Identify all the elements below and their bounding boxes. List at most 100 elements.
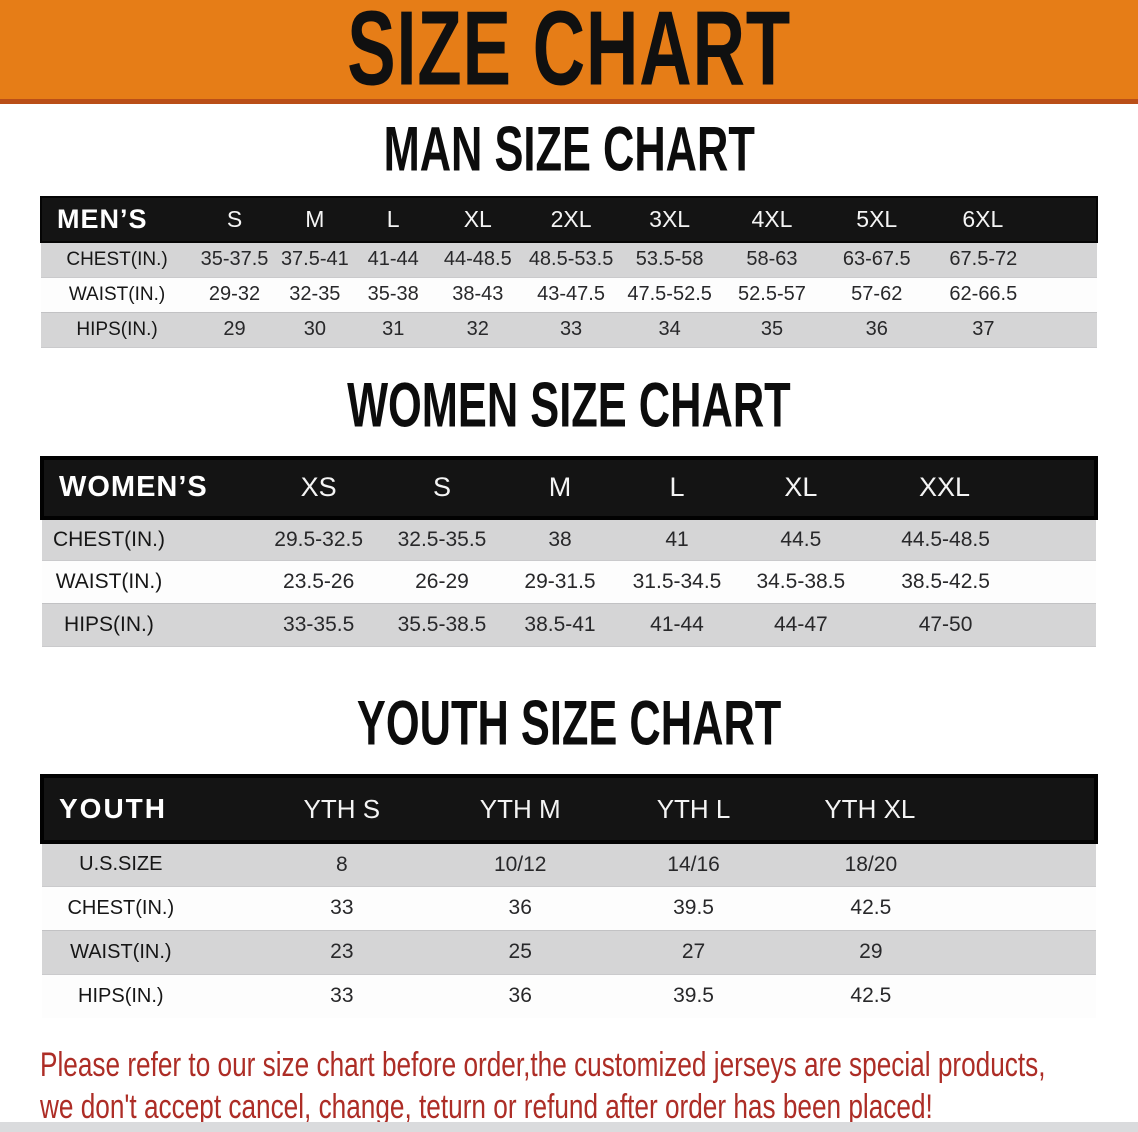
- women-value-cell: 44.5-48.5: [901, 527, 990, 551]
- women-column-header-l: L: [669, 472, 685, 502]
- men-row-label: WAIST(IN.): [68, 283, 166, 305]
- youth-row-label: CHEST(IN.): [67, 896, 175, 919]
- men-size-chart-title: MAN SIZE CHART: [0, 114, 1138, 185]
- youth-value-cell: 36: [508, 896, 532, 919]
- women-table-row-waist-in.-: WAIST(IN.) 23.5-26 26-29 29-31.5 31.5-34.5 34…: [42, 560, 1096, 604]
- women-value-cell: 29.5-32.5: [274, 527, 364, 551]
- men-value-cell: 35-37.5: [200, 248, 269, 271]
- men-value-cell: 41-44: [367, 248, 419, 271]
- men-value-cell: 62-66.5: [949, 283, 1018, 305]
- women-table-row-chest-in.-: CHEST(IN.) 29.5-32.5 32.5-35.5 38 41 44.5 44.5…: [42, 517, 1096, 561]
- men-header-label: MEN’S: [57, 204, 148, 234]
- youth-row-label: WAIST(IN.): [70, 940, 172, 963]
- women-value-cell: 41: [665, 527, 689, 551]
- men-column-header-3xl: 3XL: [649, 206, 691, 232]
- men-size-table: MEN’S S M L XL 2XL 3XL 4XL 5XL 6XL CHEST(IN.) 35-37…: [40, 196, 1098, 348]
- banner: SIZE CHART: [0, 0, 1138, 104]
- men-value-cell: 29-32: [208, 283, 261, 305]
- section-men: MAN SIZE CHART MEN’S S M L XL 2XL 3XL 4XL 5XL 6XL C…: [0, 114, 1138, 348]
- men-table-row-chest-in.-: CHEST(IN.) 35-37.5 37.5-41 41-44 44-48.5 48.5…: [41, 242, 1097, 277]
- men-value-cell: 35-38: [367, 283, 419, 305]
- youth-value-cell: 27: [681, 940, 706, 963]
- men-column-header-xl: XL: [463, 206, 492, 232]
- youth-value-cell: 18/20: [844, 852, 898, 876]
- men-value-cell: 33: [559, 318, 583, 340]
- men-value-cell: 32: [466, 318, 489, 340]
- women-value-cell: 41-44: [650, 613, 704, 636]
- men-column-header-l: L: [386, 206, 400, 232]
- youth-column-header-yth-l: YTH L: [656, 793, 731, 824]
- youth-row-label: U.S.SIZE: [79, 853, 163, 876]
- women-value-cell: 23.5-26: [283, 570, 355, 593]
- men-value-cell: 63-67.5: [842, 248, 911, 271]
- section-women: WOMEN SIZE CHART WOMEN’S XS S M L XL XXL CHEST(I…: [0, 369, 1138, 648]
- women-header-row: WOMEN’S XS S M L XL XXL: [42, 457, 1096, 518]
- men-value-cell: 32-35: [289, 283, 341, 305]
- men-value-cell: 29: [223, 318, 246, 340]
- men-value-cell: 36: [865, 318, 888, 340]
- youth-value-cell: 25: [508, 940, 532, 963]
- youth-table-row-u.s.size: U.S.SIZE 8 10/12 14/16 18/20: [42, 842, 1096, 886]
- youth-size-chart-title: YOUTH SIZE CHART: [0, 692, 1138, 755]
- women-size-chart-title-text: WOMEN SIZE CHART: [347, 369, 791, 441]
- sections: MAN SIZE CHART MEN’S S M L XL 2XL 3XL 4XL 5XL 6XL C…: [0, 114, 1138, 1018]
- men-value-cell: 38-43: [452, 283, 504, 305]
- women-column-header-s: S: [432, 472, 451, 502]
- youth-value-cell: 39.5: [673, 984, 714, 1008]
- youth-value-cell: 23: [330, 940, 354, 963]
- women-value-cell: 26-29: [415, 570, 469, 593]
- women-value-cell: 34.5-38.5: [756, 570, 846, 593]
- youth-value-cell: 36: [508, 984, 532, 1008]
- women-value-cell: 38: [548, 527, 572, 551]
- men-row-label: HIPS(IN.): [76, 318, 158, 340]
- men-value-cell: 35: [760, 318, 784, 340]
- women-value-cell: 47-50: [918, 613, 973, 636]
- disclaimer-line-1: Please refer to our size chart before or…: [40, 1046, 1046, 1084]
- women-header-label: WOMEN’S: [59, 471, 208, 503]
- men-column-header-4xl: 4XL: [751, 206, 793, 232]
- men-size-chart-title-text: MAN SIZE CHART: [383, 114, 755, 185]
- youth-header-row: YOUTH YTH S YTH M YTH L YTH XL: [42, 776, 1096, 842]
- youth-column-header-yth-s: YTH S: [303, 793, 381, 824]
- men-value-cell: 37: [972, 318, 995, 340]
- women-value-cell: 32.5-35.5: [397, 527, 487, 551]
- men-column-header-m: M: [305, 206, 325, 232]
- youth-value-cell: 33: [330, 984, 354, 1008]
- women-value-cell: 44-47: [773, 613, 828, 636]
- women-value-cell: 44.5: [780, 527, 822, 551]
- men-value-cell: 58-63: [746, 248, 798, 271]
- youth-value-cell: 10/12: [493, 852, 547, 876]
- women-row-label: CHEST(IN.): [52, 527, 165, 551]
- banner-title: SIZE CHART: [347, 0, 791, 109]
- women-value-cell: 35.5-38.5: [397, 613, 487, 636]
- bottom-strip: [0, 1122, 1138, 1132]
- women-row-label: WAIST(IN.): [55, 570, 163, 593]
- youth-column-header-yth-m: YTH M: [479, 793, 561, 824]
- men-value-cell: 30: [303, 318, 326, 340]
- women-column-header-xl: XL: [784, 472, 818, 502]
- men-table-row-waist-in.-: WAIST(IN.) 29-32 32-35 35-38 38-43 43-47.5 47.…: [41, 277, 1097, 312]
- men-column-header-5xl: 5XL: [856, 206, 898, 232]
- men-value-cell: 44-48.5: [443, 248, 512, 271]
- men-column-header-6xl: 6XL: [962, 206, 1004, 232]
- women-value-cell: 31.5-34.5: [632, 570, 722, 593]
- women-value-cell: 33-35.5: [283, 613, 355, 636]
- youth-value-cell: 8: [336, 852, 348, 876]
- women-column-header-m: M: [548, 472, 572, 502]
- men-value-cell: 37.5-41: [280, 248, 349, 271]
- youth-value-cell: 33: [330, 896, 354, 919]
- youth-value-cell: 42.5: [850, 984, 892, 1008]
- men-table-row-hips-in.-: HIPS(IN.) 29 30 31 32 33 34 35 36 37: [41, 312, 1097, 347]
- men-value-cell: 43-47.5: [537, 283, 605, 305]
- men-column-header-s: S: [226, 206, 243, 232]
- men-value-cell: 53.5-58: [635, 248, 704, 271]
- women-value-cell: 29-31.5: [524, 570, 596, 593]
- men-column-header-2xl: 2XL: [550, 206, 592, 232]
- youth-table-row-waist-in.-: WAIST(IN.) 23 25 27 29: [42, 930, 1096, 974]
- women-row-label: HIPS(IN.): [64, 613, 154, 636]
- youth-table-row-hips-in.-: HIPS(IN.) 33 36 39.5 42.5: [42, 974, 1096, 1018]
- disclaimer: Please refer to our size chart before or…: [40, 1044, 1138, 1128]
- women-value-cell: 38.5-41: [524, 613, 596, 636]
- youth-value-cell: 39.5: [673, 896, 714, 919]
- men-value-cell: 67.5-72: [949, 248, 1018, 271]
